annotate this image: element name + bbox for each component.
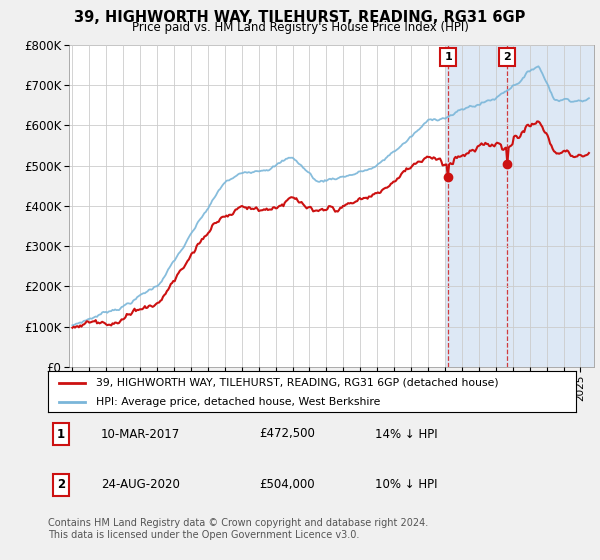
Text: 10-MAR-2017: 10-MAR-2017 [101, 427, 180, 441]
Text: 24-AUG-2020: 24-AUG-2020 [101, 478, 179, 492]
Text: Contains HM Land Registry data © Crown copyright and database right 2024.
This d: Contains HM Land Registry data © Crown c… [48, 518, 428, 540]
Text: 1: 1 [57, 427, 65, 441]
Text: HPI: Average price, detached house, West Berkshire: HPI: Average price, detached house, West… [95, 396, 380, 407]
Text: £472,500: £472,500 [259, 427, 315, 441]
Text: 14% ↓ HPI: 14% ↓ HPI [376, 427, 438, 441]
Text: 39, HIGHWORTH WAY, TILEHURST, READING, RG31 6GP (detached house): 39, HIGHWORTH WAY, TILEHURST, READING, R… [95, 377, 498, 388]
Text: 1: 1 [445, 52, 452, 62]
Text: 10% ↓ HPI: 10% ↓ HPI [376, 478, 438, 492]
Text: £504,000: £504,000 [259, 478, 315, 492]
Text: 2: 2 [57, 478, 65, 492]
Bar [446, 45, 594, 367]
Text: 39, HIGHWORTH WAY, TILEHURST, READING, RG31 6GP: 39, HIGHWORTH WAY, TILEHURST, READING, R… [74, 10, 526, 25]
Text: Price paid vs. HM Land Registry's House Price Index (HPI): Price paid vs. HM Land Registry's House … [131, 21, 469, 34]
Text: 2: 2 [503, 52, 511, 62]
